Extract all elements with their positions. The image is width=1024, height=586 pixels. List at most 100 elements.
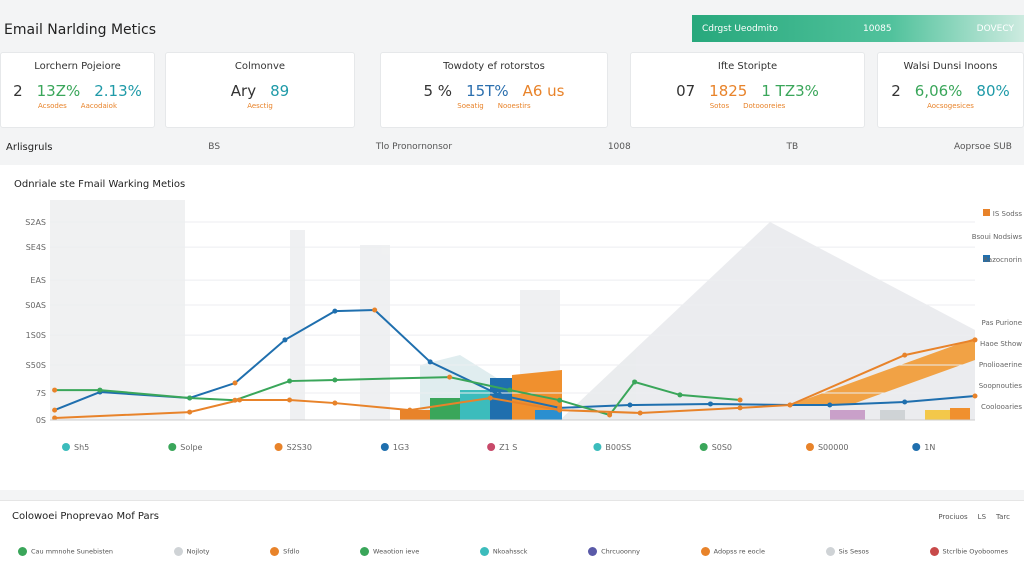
kpi-notes: Soeatig Nooestirs xyxy=(391,102,597,110)
item-row: Cau mmnohe Sunebisten Nojloty Sfdlo Weaotio… xyxy=(18,547,1008,556)
decor-bar xyxy=(535,410,562,420)
footer-icon xyxy=(699,443,708,451)
footer-icon xyxy=(805,443,814,451)
kpi-title: Colmonve xyxy=(234,61,286,72)
kpi-value: 1825 xyxy=(709,82,748,100)
footer-icon xyxy=(912,443,921,451)
kpi-title: Ifte Storipte xyxy=(717,61,778,72)
point xyxy=(902,352,908,358)
point xyxy=(972,337,978,343)
decor-bar xyxy=(830,410,865,420)
kpi-title: Walsi Dunsi Inoons xyxy=(903,61,998,72)
decor-area xyxy=(790,338,975,405)
point xyxy=(827,402,833,408)
kpi-note: Dotoooreies xyxy=(743,102,786,110)
point xyxy=(972,393,978,399)
point xyxy=(332,400,338,406)
item[interactable]: Stcrlbie Oyoboomes xyxy=(930,547,1008,556)
footer-label: Z1 S xyxy=(499,443,517,452)
action-bar[interactable]: Cdrgst Ueodmito 10085 DOVECY xyxy=(692,15,1024,42)
filter[interactable]: 1008 xyxy=(607,142,631,152)
point xyxy=(607,412,613,418)
kpi-notes: Acsodes Aacodaiok xyxy=(11,102,144,110)
filter[interactable]: TB xyxy=(786,142,799,152)
point xyxy=(632,379,638,385)
footer-label: Solpe xyxy=(180,443,202,452)
footer-label: 1N xyxy=(924,443,935,452)
point xyxy=(627,402,633,408)
footer-label: Sh5 xyxy=(74,443,89,452)
point xyxy=(707,401,713,407)
footer-label: S2S30 xyxy=(287,443,312,452)
item[interactable]: Adopss re eocle xyxy=(701,547,765,556)
point xyxy=(427,359,433,365)
y-tick-label: 0S xyxy=(36,416,46,425)
item[interactable]: Cau mmnohe Sunebisten xyxy=(18,547,113,556)
annotation: Soopnouties xyxy=(979,382,1023,390)
series-line xyxy=(54,308,976,412)
filter[interactable]: BS xyxy=(208,142,221,152)
kpi-value: 89 xyxy=(270,82,290,100)
item[interactable]: Sis Sesos xyxy=(826,547,869,556)
kpi-values: 2 13Z% 2.13% xyxy=(11,82,144,100)
point xyxy=(187,409,193,415)
item[interactable]: Weaotion ieve xyxy=(360,547,419,556)
y-tick-label: EAS xyxy=(30,276,46,285)
filter[interactable]: Aoprsoe SUB xyxy=(953,142,1012,152)
action-button[interactable]: Cdrgst Ueodmito xyxy=(702,23,778,34)
decor-bar xyxy=(400,410,430,420)
y-tick-label: S0AS xyxy=(25,301,46,310)
page-title: Email Narlding Metics xyxy=(4,22,157,38)
point xyxy=(372,307,378,313)
item[interactable]: Nojloty xyxy=(174,547,210,556)
point xyxy=(187,395,193,401)
footer-icon xyxy=(593,443,602,451)
footer-label: S0S0 xyxy=(712,443,732,452)
filter[interactable]: Tlo Pronornonsor xyxy=(375,142,453,152)
y-tick-label: 7S xyxy=(36,389,46,398)
item[interactable]: Sfdlo xyxy=(270,547,299,556)
point xyxy=(677,392,683,398)
tool[interactable]: LS xyxy=(977,513,987,521)
kpi-note: Aesctig xyxy=(247,102,273,110)
kpi-value: 2.13% xyxy=(94,82,142,100)
kpi-notes: Aocsogesices xyxy=(888,102,1013,110)
item[interactable]: Chrcuoonny xyxy=(588,547,640,556)
kpi-note: Sotos xyxy=(709,102,730,110)
point xyxy=(487,395,493,401)
bg-column xyxy=(50,200,185,420)
kpi-value: 5 % xyxy=(423,82,453,100)
legend-label: Razocnorin xyxy=(983,256,1022,264)
kpi-notes: Sotos Dotoooreies xyxy=(641,102,854,110)
action-button[interactable]: DOVECY xyxy=(976,23,1014,34)
item[interactable]: Nkoahssck xyxy=(480,547,528,556)
point xyxy=(902,399,908,405)
decor-bar xyxy=(430,398,460,420)
annotation: Haoe Sthow xyxy=(980,340,1022,348)
kpi-title: Towdoty ef rotorstos xyxy=(443,61,545,72)
action-button[interactable]: 10085 xyxy=(863,23,892,34)
footer-label: B00SS xyxy=(605,443,631,452)
point xyxy=(52,387,58,393)
kpi-notes: Aesctig xyxy=(176,102,344,110)
y-tick-label: SE4S xyxy=(26,243,46,252)
kpi-value: A6 us xyxy=(522,82,565,100)
kpi-value: 2 xyxy=(891,82,901,100)
bg-column xyxy=(360,245,390,420)
tool[interactable]: Tarc xyxy=(996,513,1010,521)
kpi-note: Aacodaiok xyxy=(80,102,118,110)
point xyxy=(447,374,453,380)
decor-bar xyxy=(880,410,905,420)
decor-bar xyxy=(460,390,490,420)
tool[interactable]: Prociuos xyxy=(938,513,968,521)
point xyxy=(497,392,503,398)
toolbar: Prociuos LS Tarc xyxy=(938,513,1010,521)
kpi-note: Nooestirs xyxy=(497,102,531,110)
section-title: Colowoei Pnoprevao Mof Pars xyxy=(12,511,159,522)
kpi-note: Soeatig xyxy=(457,102,484,110)
kpi-value: 6,06% xyxy=(914,82,963,100)
kpi-value: 07 xyxy=(676,82,696,100)
annotation: Pnolioaerine xyxy=(979,361,1022,369)
point xyxy=(232,380,238,386)
